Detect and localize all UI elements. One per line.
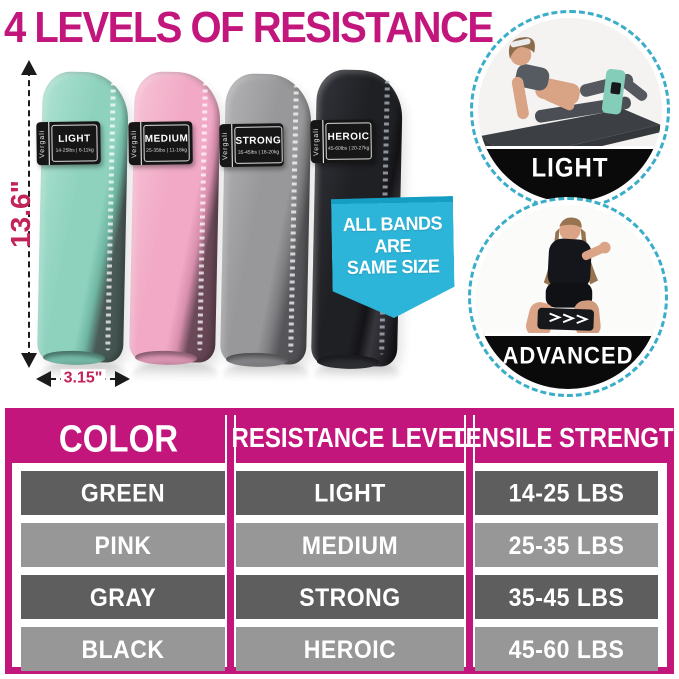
callout-line: SAME SIZE (346, 256, 440, 279)
table-cell-strength-45-60: 45-60 LBS (475, 627, 658, 671)
sports-bra (515, 64, 550, 91)
cell-text: HEROIC (303, 634, 397, 663)
cell-text: 14-25 LBS (508, 478, 625, 507)
band-green: Vergali LIGHT 14-25lbs | 6-11kg (36, 71, 130, 366)
arrow-up-icon (21, 60, 37, 75)
page-title: 4 LEVELS OF RESISTANCE (4, 4, 494, 52)
callout-line: ALL BANDS (342, 212, 443, 235)
band-reflection (132, 362, 218, 386)
callout-line: ARE (374, 234, 412, 257)
band-tag (610, 82, 622, 95)
table-cell-level-heroic: HEROIC (236, 627, 464, 671)
arrow-right-icon (115, 371, 130, 387)
cell-text: GREEN (80, 478, 166, 507)
column-divider (225, 415, 236, 667)
support-arm (511, 76, 529, 120)
band-label-main: STRONG 35-45lbs | 16-20kg (234, 126, 283, 164)
width-dimension-label: 3.15" (60, 369, 106, 388)
black-shorts (545, 282, 593, 308)
resistance-comparison-table: COLOR RESISTANCE LEVEL TENSILE STRENGTH … (5, 408, 679, 674)
stitch-texture (288, 84, 299, 353)
band-arrow-marks (549, 312, 590, 325)
band-gray: Vergali STRONG 35-45lbs | 16-20kg (219, 73, 313, 368)
band-weight-range: 45-60lbs | 20-27kg (327, 144, 370, 152)
resting-arm (543, 91, 575, 111)
headband (510, 38, 531, 48)
top-calf (618, 76, 648, 101)
table-cell-color-pink: PINK (21, 523, 225, 567)
table-header-resistance-level: RESISTANCE LEVEL (232, 415, 468, 463)
band-label-heroic: Vergali HEROIC 45-60lbs | 20-27kg (310, 119, 375, 164)
band-label-medium: Vergali MEDIUM 25-35lbs | 11-16kg (128, 121, 193, 166)
athlete-figure (508, 37, 648, 123)
table-cell-strength-14-25: 14-25 LBS (475, 471, 658, 515)
height-dimension: 13.6" (5, 60, 48, 368)
table-header-tensile-strength: TENSILE STRENGTH (451, 415, 679, 463)
photo-caption-light: LIGHT (478, 146, 662, 202)
brand-logo-text: Vergali (128, 121, 142, 166)
band-name: LIGHT (58, 132, 91, 145)
band-reflection (223, 362, 309, 386)
column-divider (464, 415, 475, 667)
hair-top (559, 217, 582, 229)
hands (598, 241, 611, 254)
cell-text: 35-45 LBS (508, 582, 625, 611)
cell-text: MEDIUM (301, 530, 399, 559)
arrow-down-icon (21, 353, 37, 368)
header-text: TENSILE STRENGTH (451, 422, 679, 454)
band-name: MEDIUM (144, 132, 189, 145)
band-label-main: MEDIUM 25-35lbs | 11-16kg (143, 124, 190, 162)
band-reflection (314, 362, 400, 386)
stitch-texture (197, 82, 208, 351)
stitch-texture (105, 82, 116, 351)
table-grid: COLOR RESISTANCE LEVEL TENSILE STRENGTH … (12, 415, 679, 671)
band-label-strong: Vergali STRONG 35-45lbs | 16-20kg (219, 123, 284, 168)
caption-text: LIGHT (531, 153, 609, 183)
table-cell-level-light: LIGHT (236, 471, 464, 515)
band-weight-range: 14-25lbs | 6-11kg (55, 146, 94, 154)
caption-text: ADVANCED (502, 341, 634, 369)
table-cell-color-gray: GRAY (21, 575, 225, 619)
photo-circle-advanced: ADVANCED (468, 197, 668, 397)
dashed-line-vertical (28, 70, 30, 358)
table-cell-strength-25-35: 25-35 LBS (475, 523, 658, 567)
band-name: STRONG (235, 134, 282, 147)
cell-text: PINK (94, 530, 152, 559)
height-dimension-label: 13.6" (5, 180, 36, 248)
cell-text: BLACK (81, 634, 165, 663)
photo-caption-advanced: ADVANCED (476, 333, 660, 389)
band-pink: Vergali MEDIUM 25-35lbs | 11-16kg (128, 71, 222, 366)
band-label-main: LIGHT 14-25lbs | 6-11kg (51, 124, 98, 162)
photo-circle-light: LIGHT (470, 10, 670, 210)
band-label-main: HEROIC 45-60lbs | 20-27kg (325, 122, 372, 160)
cell-text: 25-35 LBS (508, 530, 625, 559)
brand-logo-text: Vergali (310, 119, 324, 164)
band-weight-range: 25-35lbs | 11-16kg (146, 146, 188, 154)
header-text: RESISTANCE LEVEL (231, 422, 469, 454)
table-cell-color-green: GREEN (21, 471, 225, 515)
table-cell-level-medium: MEDIUM (236, 523, 464, 567)
band-weight-range: 35-45lbs | 16-20kg (237, 148, 280, 156)
table-cell-color-black: BLACK (21, 627, 225, 671)
cell-text: STRONG (299, 582, 401, 611)
photo-banded-squat: ADVANCED (476, 205, 660, 389)
brand-logo-text: Vergali (36, 121, 50, 166)
width-dimension: 3.15" (36, 366, 130, 392)
cell-text: LIGHT (314, 478, 386, 507)
table-cell-strength-35-45: 35-45 LBS (475, 575, 658, 619)
photo-side-leg-raise: LIGHT (478, 18, 662, 202)
band-name: HEROIC (327, 130, 370, 143)
brand-logo-text: Vergali (219, 123, 233, 168)
cell-text: GRAY (89, 582, 157, 611)
band-label-light: Vergali LIGHT 14-25lbs | 6-11kg (36, 121, 101, 166)
athlete-figure (524, 217, 611, 375)
header-text: COLOR (58, 417, 179, 460)
cell-text: 45-60 LBS (508, 634, 625, 663)
black-tshirt (547, 238, 592, 290)
table-cell-level-strong: STRONG (236, 575, 464, 619)
table-header-color: COLOR (12, 415, 225, 463)
